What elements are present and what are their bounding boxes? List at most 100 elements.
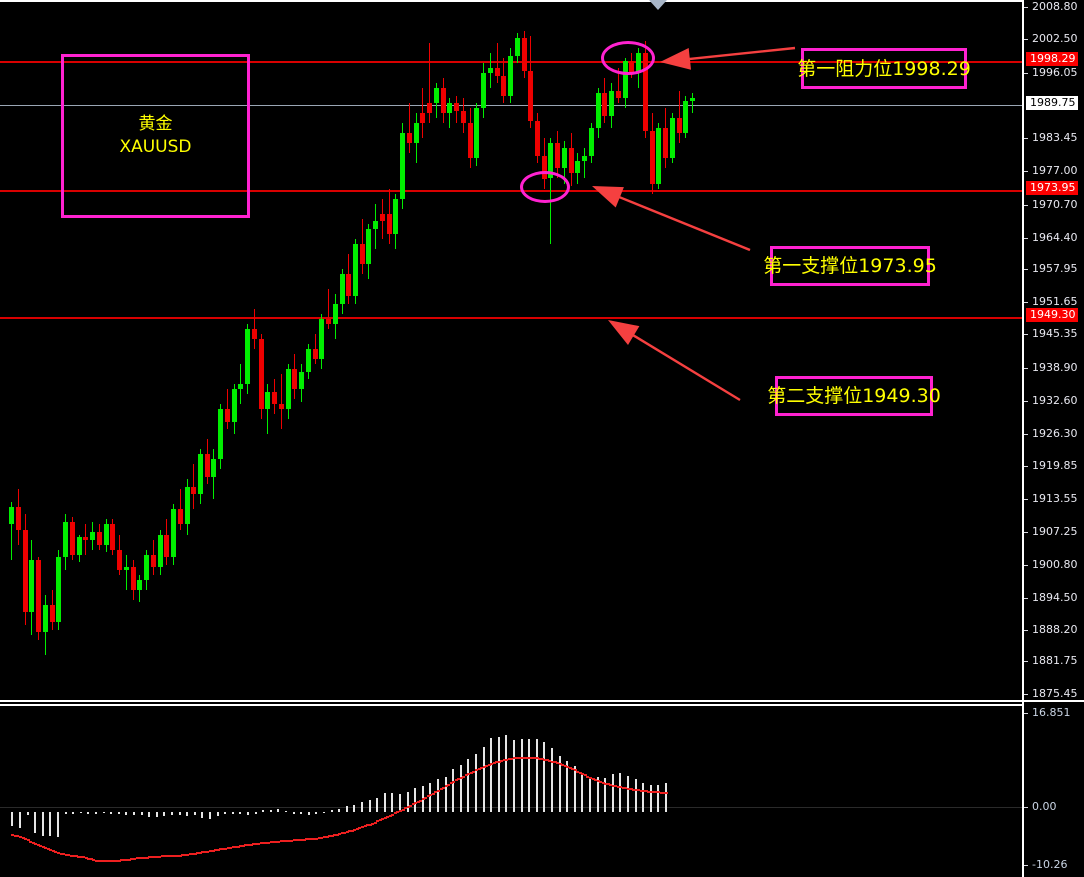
candle-body — [487, 68, 493, 74]
macd-signal-point — [143, 856, 147, 859]
macd-signal-point — [54, 851, 58, 854]
price-level-line-1989.75 — [0, 105, 1022, 106]
candle-body — [582, 155, 588, 161]
macd-signal-point — [467, 773, 471, 776]
macd-signal-point — [244, 844, 248, 847]
macd-histogram-bar — [581, 774, 584, 813]
candle-body — [663, 128, 669, 159]
macd-signal-point — [358, 827, 362, 829]
candle-body — [514, 38, 520, 56]
macd-signal-point — [475, 769, 478, 772]
candlestick-price-panel[interactable] — [0, 2, 1022, 700]
macd-signal-point — [340, 832, 344, 835]
candle-wick — [179, 489, 181, 530]
macd-signal-point — [480, 767, 484, 770]
axis-tick — [1024, 73, 1028, 74]
candle-body — [575, 160, 581, 174]
macd-histogram-bar — [140, 812, 143, 815]
macd-histogram-bar — [155, 812, 158, 817]
macd-signal-point — [234, 845, 238, 848]
macd-signal-point — [133, 857, 136, 860]
macd-signal-point — [84, 857, 88, 860]
macd-histogram-bar — [589, 778, 591, 813]
price-axis[interactable]: 2008.80 2002.50 1996.05 1983.45 1977.00 1970.… — [1022, 0, 1084, 877]
macd-signal-point — [452, 780, 456, 783]
macd-signal-point — [568, 767, 572, 770]
candle-body — [406, 133, 412, 144]
macd-histogram-bar — [452, 769, 455, 813]
macd-signal-point — [525, 756, 529, 759]
macd-signal-point — [115, 859, 119, 862]
macd-histogram-bar — [49, 812, 52, 837]
macd-signal-point — [393, 812, 397, 815]
macd-histogram-bar — [475, 754, 477, 813]
axis-tick — [1024, 598, 1028, 599]
annotation-box-resistance-1[interactable]: 第一阻力位1998.29 — [797, 48, 971, 89]
macd-signal-point — [320, 836, 324, 839]
macd-signal-point — [112, 860, 116, 862]
macd-signal-point — [624, 787, 628, 790]
candle-body — [353, 243, 358, 297]
macd-signal-point — [545, 759, 549, 762]
macd-signal-point — [211, 849, 215, 852]
axis-tick-label: -10.26 — [1032, 858, 1068, 871]
macd-signal-point — [135, 857, 139, 860]
macd-indicator-panel[interactable] — [0, 706, 1022, 877]
axis-tick-label: 1957.95 — [1032, 262, 1078, 275]
candle-wick — [328, 288, 330, 329]
candle-body — [690, 98, 695, 101]
macd-signal-point — [34, 843, 38, 846]
candle-body — [420, 113, 426, 124]
highlight-ellipse-support-1[interactable] — [520, 171, 570, 203]
axis-tick-label: 1913.55 — [1032, 492, 1078, 505]
macd-signal-point — [262, 841, 266, 844]
candle-body — [521, 38, 527, 71]
annotation-box-support-1[interactable]: 第一支撑位1973.95 — [763, 246, 937, 286]
candle-body — [373, 221, 379, 229]
macd-signal-point — [558, 763, 562, 766]
annotation-arrow-support-1 — [592, 186, 751, 252]
macd-signal-point — [328, 835, 332, 838]
macd-signal-point — [350, 829, 354, 832]
macd-signal-point — [533, 757, 537, 760]
axis-tick — [1024, 434, 1028, 435]
macd-signal-point — [383, 817, 387, 820]
axis-tick-label: 2008.80 — [1032, 0, 1078, 13]
axis-tick — [1024, 205, 1028, 206]
macd-signal-point — [391, 813, 395, 816]
macd-histogram-bar — [254, 812, 257, 814]
macd-signal-point — [148, 856, 152, 859]
candle-body — [454, 103, 460, 111]
macd-signal-point — [627, 787, 630, 790]
highlight-ellipse-resistance-1[interactable] — [601, 41, 655, 75]
candle-body — [386, 213, 392, 234]
macd-signal-point — [540, 758, 544, 761]
annotation-label-support-2: 第二支撑位1949.30 — [767, 385, 941, 407]
macd-signal-point — [13, 834, 17, 837]
macd-signal-point — [535, 757, 539, 760]
candle-body — [400, 133, 406, 199]
macd-signal-point — [67, 854, 71, 857]
candle-wick — [125, 554, 127, 590]
symbol-name-cn: 黄金 — [138, 114, 173, 134]
macd-signal-point — [492, 762, 496, 765]
macd-signal-point — [267, 841, 271, 844]
macd-signal-point — [183, 854, 187, 857]
macd-signal-point — [596, 780, 600, 783]
annotation-box-support-2[interactable]: 第二支撑位1949.30 — [767, 376, 941, 416]
macd-histogram-bar — [459, 764, 462, 813]
macd-signal-point — [36, 844, 40, 847]
candle-body — [184, 486, 190, 525]
macd-signal-point — [74, 855, 78, 858]
candle-body — [534, 120, 540, 156]
macd-histogram-bar — [399, 793, 401, 813]
macd-signal-point — [264, 841, 268, 844]
macd-histogram-bar — [95, 812, 97, 814]
axis-tick-label: 1900.80 — [1032, 558, 1078, 571]
macd-signal-point — [665, 792, 668, 795]
candle-body — [326, 318, 332, 324]
macd-signal-point — [538, 757, 542, 760]
macd-signal-point — [310, 837, 314, 840]
macd-signal-point — [302, 838, 306, 841]
macd-signal-point — [122, 859, 126, 862]
